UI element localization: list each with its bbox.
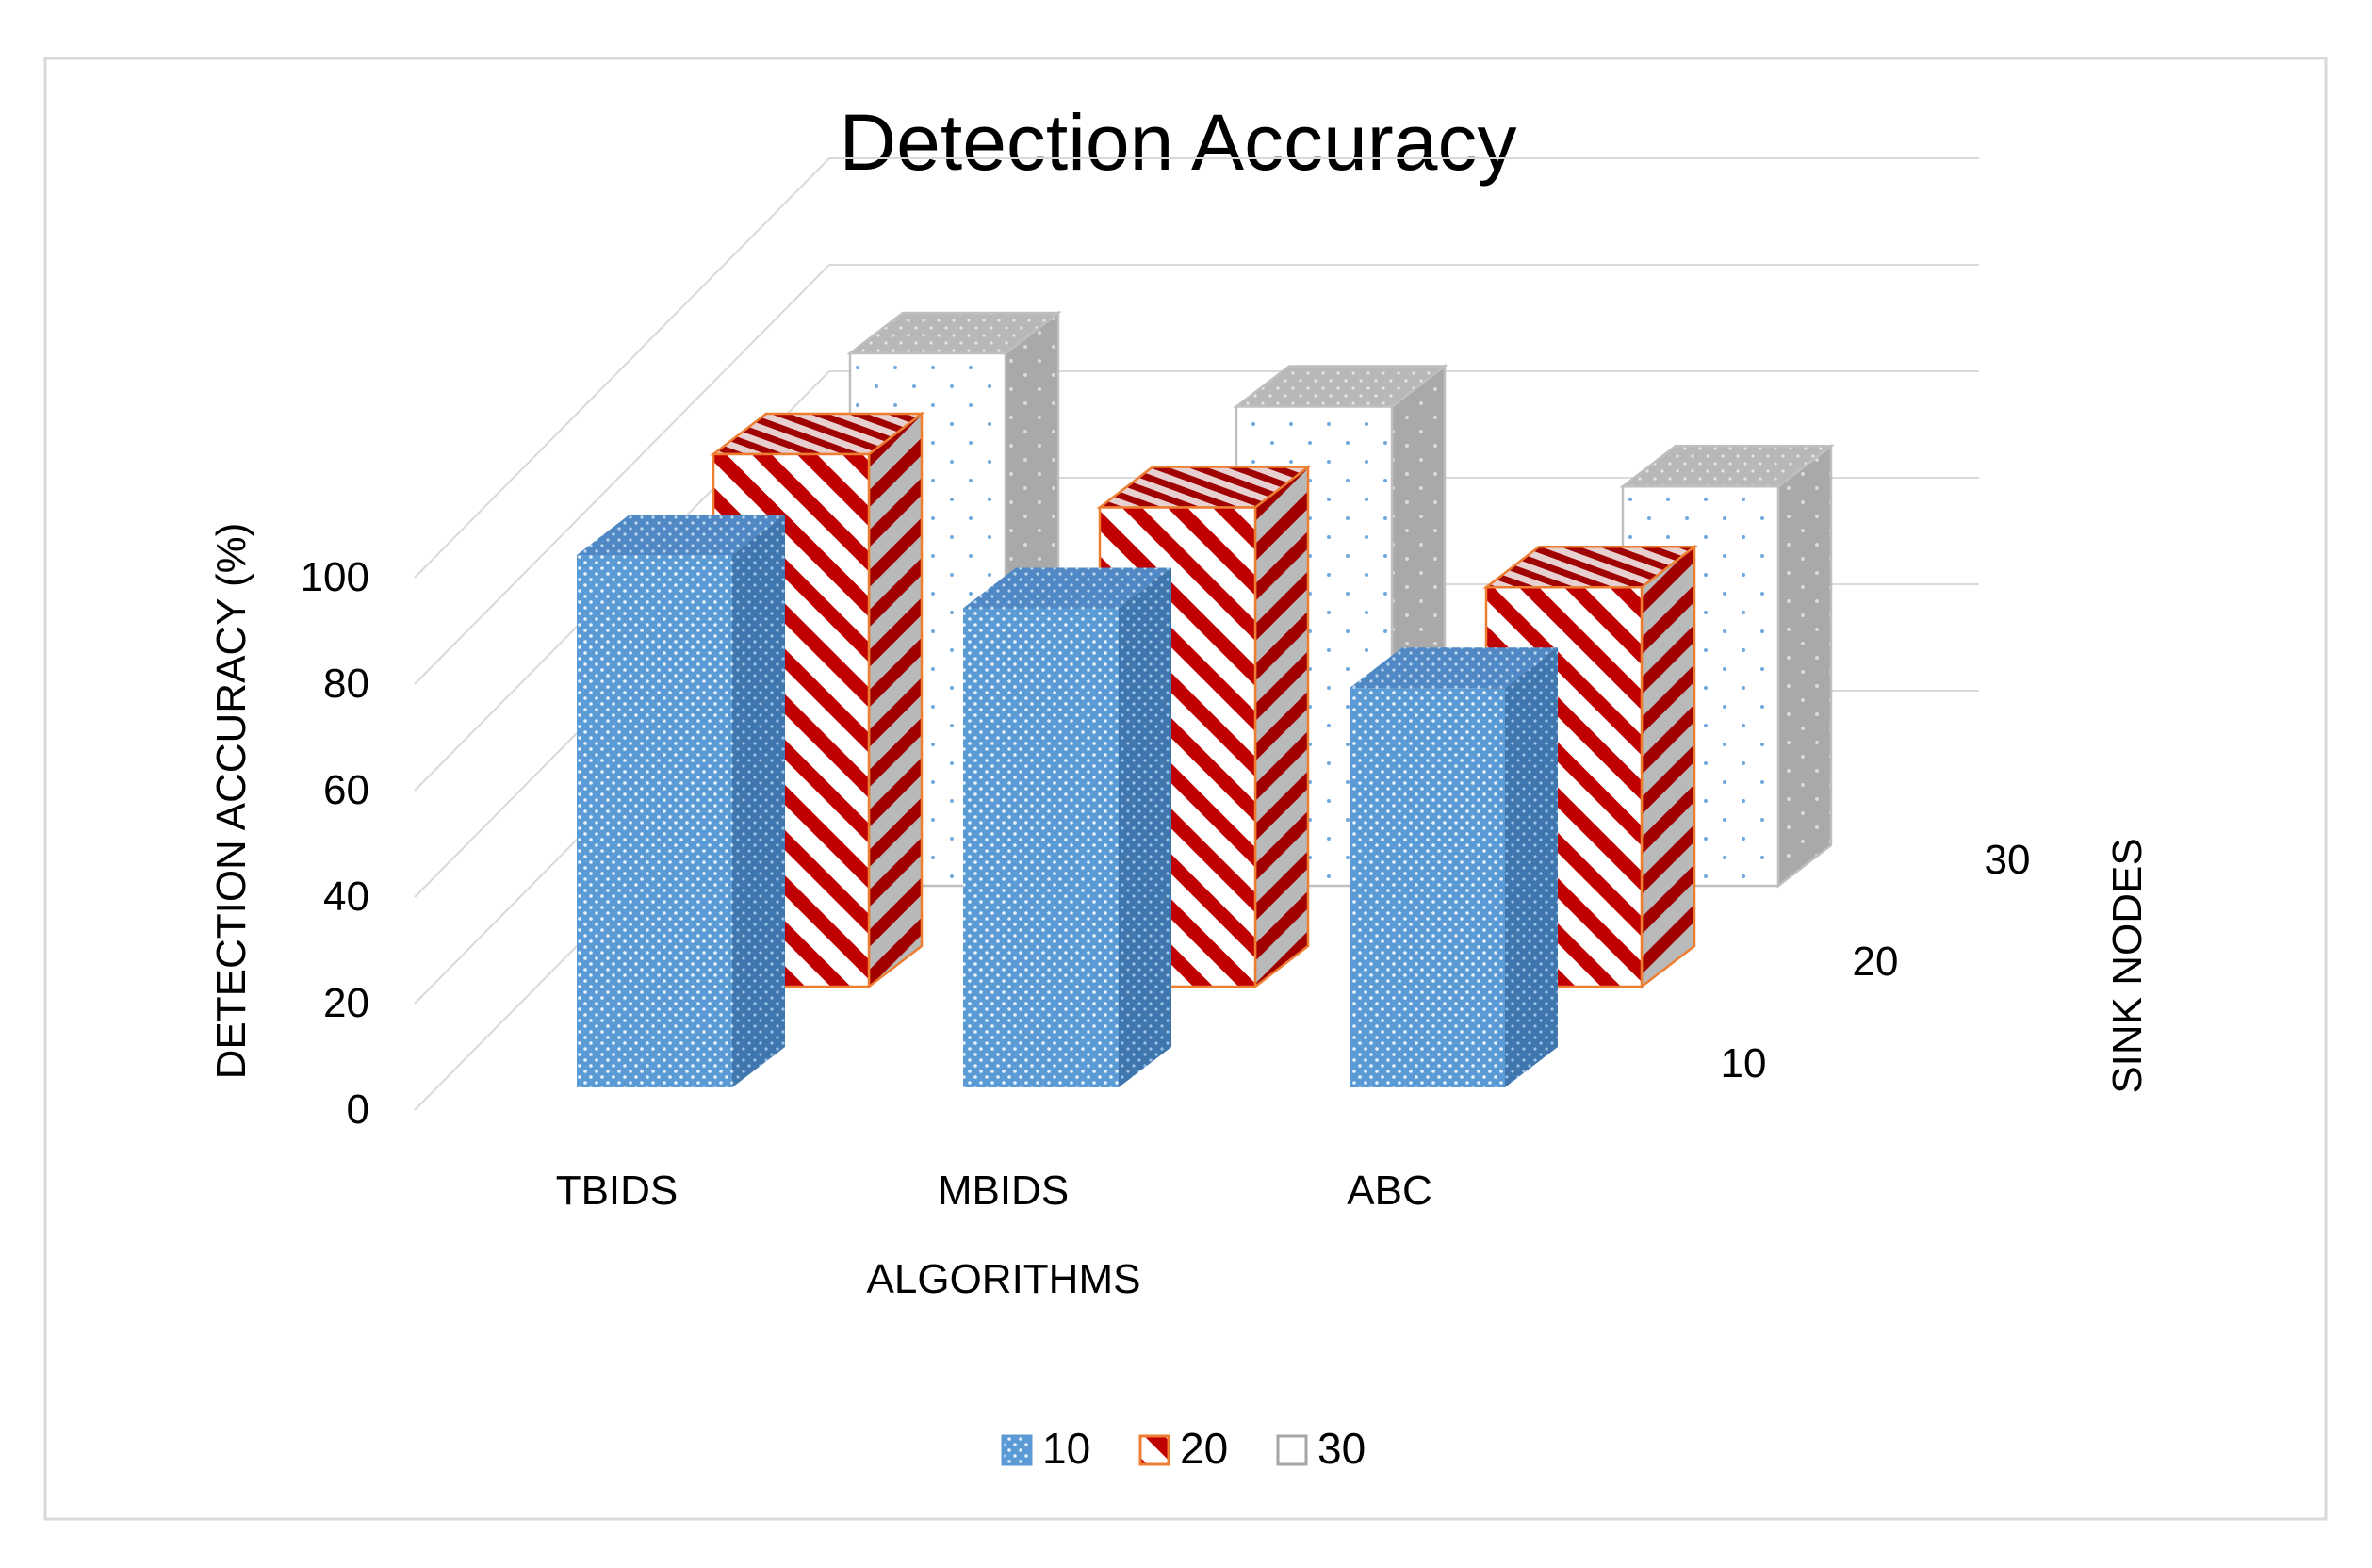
x-axis-ticks: TBIDS MBIDS ABC — [556, 1168, 1432, 1214]
bar-side — [1505, 647, 1558, 1087]
bar-side — [1119, 567, 1171, 1087]
legend-item-10: 10 — [1001, 1424, 1090, 1473]
y-tick-label: 0 — [347, 1086, 369, 1133]
bar-top — [577, 514, 785, 555]
bars — [577, 310, 1835, 1087]
y-tick-label: 60 — [323, 767, 369, 813]
bar-abc-10 — [1350, 647, 1558, 1087]
bar-top — [1350, 647, 1558, 689]
y-tick-label: 80 — [323, 661, 369, 707]
depth-axis-label: SINK NODES — [2104, 838, 2151, 1093]
gridline-diagonal — [414, 264, 830, 685]
y-axis-label: DETECTION ACCURACY (%) — [208, 523, 254, 1080]
legend-item-20: 20 — [1138, 1424, 1228, 1473]
legend-label: 10 — [1042, 1424, 1090, 1473]
y-tick-label: 20 — [323, 980, 369, 1026]
bar-side — [1640, 544, 1696, 989]
depth-tick-label: 20 — [1853, 939, 1899, 985]
bar-front — [1350, 688, 1505, 1087]
chart-title: Detection Accuracy — [839, 98, 1516, 187]
bar-side — [867, 411, 924, 989]
depth-tick-label: 10 — [1721, 1040, 1767, 1086]
legend-swatch — [1001, 1434, 1033, 1466]
bar-front — [963, 608, 1119, 1087]
legend: 10 20 30 — [1001, 1424, 1366, 1473]
gridline-diagonal — [414, 157, 830, 579]
y-tick-label: 40 — [323, 874, 369, 920]
x-axis-label: ALGORITHMS — [867, 1256, 1141, 1302]
bar-side — [732, 514, 785, 1087]
depth-axis-ticks: 10 20 30 — [1721, 837, 2031, 1086]
bar-top — [963, 567, 1171, 609]
x-tick-label: MBIDS — [938, 1168, 1069, 1214]
bar-front — [577, 555, 732, 1087]
x-tick-label: ABC — [1347, 1168, 1431, 1214]
x-tick-label: TBIDS — [556, 1168, 679, 1214]
bar-side — [1776, 443, 1833, 889]
y-tick-label: 100 — [301, 554, 369, 600]
bar-mbids-10 — [963, 567, 1171, 1087]
legend-swatch — [1138, 1434, 1170, 1466]
legend-item-30: 30 — [1276, 1424, 1366, 1473]
y-axis-ticks: 0 20 40 60 80 100 — [301, 554, 369, 1133]
legend-label: 30 — [1317, 1424, 1366, 1473]
bar-tbids-10 — [577, 514, 785, 1087]
legend-swatch — [1276, 1434, 1308, 1466]
bar-side — [1253, 464, 1310, 989]
depth-tick-label: 30 — [1985, 837, 2031, 883]
legend-label: 20 — [1180, 1424, 1228, 1473]
